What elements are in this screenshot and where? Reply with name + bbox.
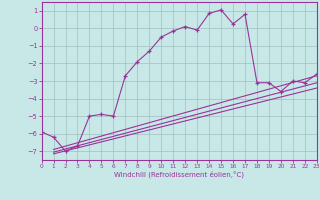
X-axis label: Windchill (Refroidissement éolien,°C): Windchill (Refroidissement éolien,°C): [114, 171, 244, 178]
